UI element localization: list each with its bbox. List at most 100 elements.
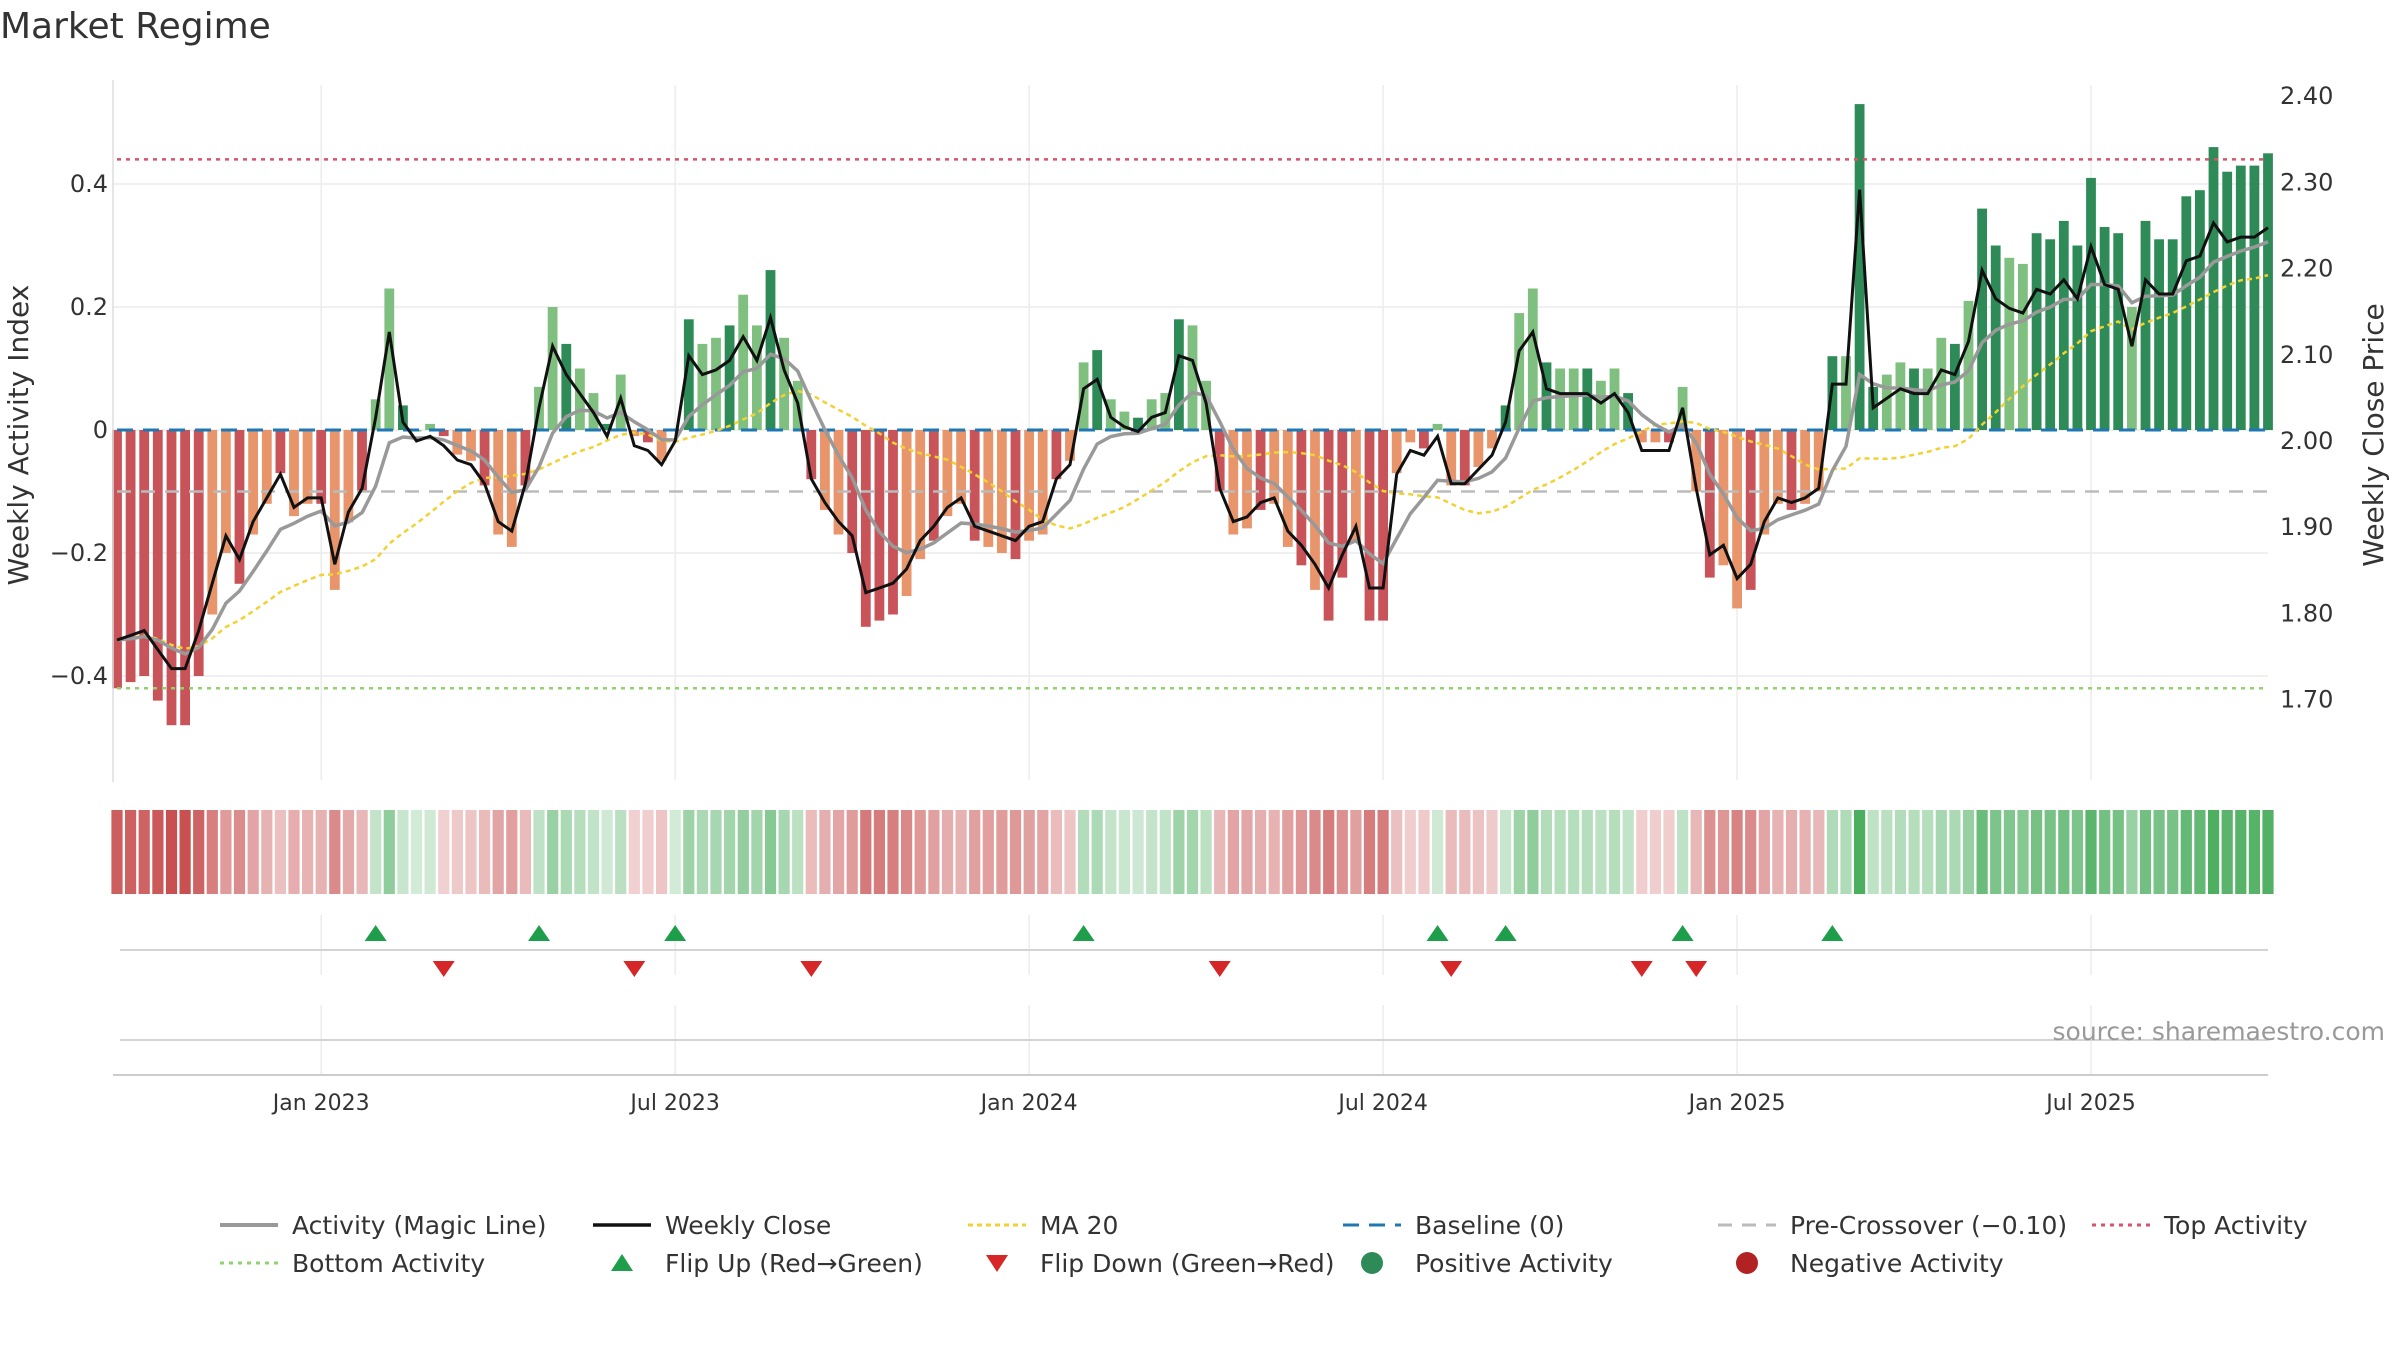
flip-down-marker (800, 961, 823, 977)
regime-cell (1758, 810, 1770, 894)
regime-cell (724, 810, 736, 894)
regime-cell (1173, 810, 1185, 894)
regime-cell (2167, 810, 2179, 894)
x-axis: Jan 2023 Jul 2023 Jan 2024 Jul 2024 Jan 2025… (271, 1091, 2136, 1116)
activity-bar (1010, 430, 1021, 560)
activity-bar (1228, 430, 1239, 535)
activity-bar (1636, 430, 1647, 443)
regime-cell (1568, 810, 1580, 894)
activity-bar (561, 343, 572, 430)
regime-cell (165, 810, 178, 894)
activity-bar (1704, 430, 1715, 578)
activity-bar (125, 430, 136, 683)
activity-bar (765, 270, 776, 430)
activity-bar (1391, 430, 1402, 474)
left-axis-label: Weekly Activity Index (2, 285, 35, 586)
regime-cell (329, 810, 341, 894)
regime-cell (1050, 810, 1062, 894)
activity-bar (724, 325, 735, 430)
activity-bar (506, 430, 517, 547)
legend-top-activity-label: Top Activity (2163, 1211, 2308, 1240)
regime-cell (1840, 810, 1852, 894)
activity-bar (1582, 368, 1593, 430)
regime-cell (737, 810, 749, 894)
regime-cell (533, 810, 545, 894)
activity-bar (112, 430, 122, 689)
regime-cell (1295, 810, 1307, 894)
regime-cell (492, 810, 504, 894)
regime-cell (397, 810, 409, 894)
activity-bar (697, 343, 708, 430)
regime-cell (1527, 810, 1539, 894)
legend-top-activity: Top Activity (2092, 1211, 2308, 1240)
regime-cell (506, 810, 518, 894)
regime-cell (1785, 810, 1798, 894)
activity-bar (289, 430, 299, 517)
activity-bar (193, 430, 204, 676)
regime-cell (274, 810, 286, 894)
activity-bar (466, 430, 476, 461)
activity-bar (2086, 177, 2096, 430)
x-tick-label: Jan 2023 (271, 1091, 370, 1116)
flip-down-marker (1208, 961, 1231, 977)
activity-bar (2154, 239, 2164, 430)
flip-markers (113, 925, 2268, 1076)
right-axis-label: Weekly Close Price (2357, 303, 2390, 566)
activity-bar (2099, 227, 2110, 430)
regime-cell (424, 810, 436, 894)
x-tick-label: Jul 2024 (1336, 1091, 1428, 1116)
legend-weekly-close: Weekly Close (593, 1211, 831, 1240)
regime-cell (1826, 810, 1838, 894)
activity-bar (438, 430, 449, 437)
regime-cell (1227, 810, 1239, 894)
regime-cell (1377, 810, 1389, 894)
activity-bar (1691, 430, 1702, 492)
activity-bar (166, 430, 177, 726)
regime-cell (1731, 810, 1743, 894)
activity-bar (1337, 430, 1348, 578)
regime-cell (1581, 810, 1593, 894)
regime-cell (1690, 810, 1702, 894)
regime-cell (2017, 810, 2029, 894)
activity-bar (901, 430, 912, 596)
activity-bar (1800, 430, 1810, 504)
flip-up-marker (1072, 925, 1095, 941)
regime-cell (2194, 810, 2206, 894)
activity-bar (915, 430, 926, 560)
activity-bar (1146, 399, 1157, 431)
x-tick-label: Jan 2024 (979, 1091, 1078, 1116)
series-lines (116, 158, 2269, 690)
activity-bars (112, 104, 2273, 726)
activity-bar (752, 325, 762, 430)
activity-bar (2222, 171, 2233, 430)
regime-cell (247, 810, 259, 894)
legend-pre-crossover-label: Pre-Crossover (−0.10) (1790, 1211, 2067, 1240)
regime-cell (152, 810, 164, 894)
flip-up-icon (611, 1254, 633, 1271)
activity-bar (1841, 356, 1851, 430)
activity-bar (234, 430, 245, 584)
activity-bar (139, 430, 150, 676)
legend-pre-crossover: Pre-Crossover (−0.10) (1718, 1211, 2067, 1240)
activity-bar (1596, 380, 1606, 430)
activity-bar (343, 430, 354, 523)
activity-bar (1323, 430, 1334, 621)
regime-cell (914, 810, 926, 894)
activity-bar (493, 430, 504, 535)
regime-cell (1935, 810, 1947, 894)
legend-weekly-close-label: Weekly Close (665, 1211, 831, 1240)
regime-cell (2126, 810, 2138, 894)
right-tick-label: 1.90 (2280, 513, 2333, 541)
regime-cell (2153, 810, 2165, 894)
regime-cell (669, 810, 681, 894)
regime-cell (764, 810, 777, 894)
flip-up-marker (364, 925, 387, 941)
activity-bar (969, 430, 980, 541)
regime-cell (1186, 810, 1199, 894)
left-tick-label: −0.4 (50, 662, 108, 690)
activity-bar (1759, 430, 1770, 535)
regime-cell (1078, 810, 1090, 894)
regime-cell (1908, 810, 1920, 894)
regime-cell (560, 810, 572, 894)
